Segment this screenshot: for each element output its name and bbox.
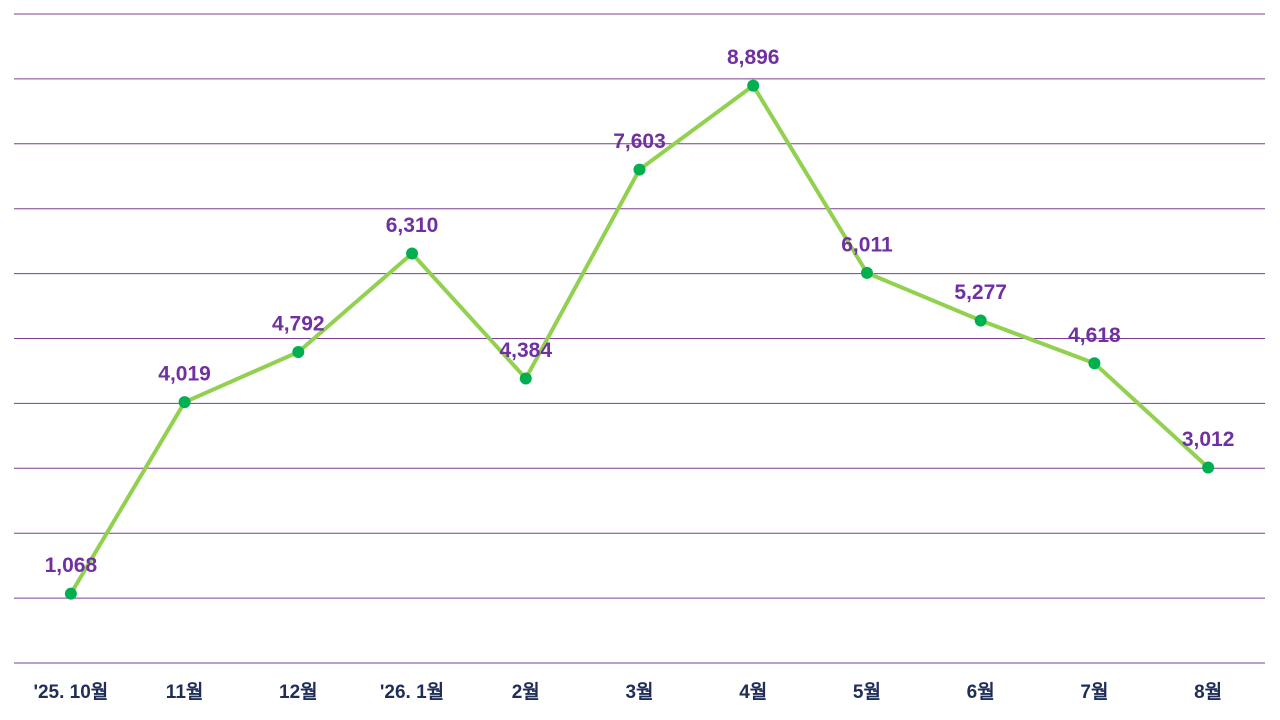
value-label: 8,896: [727, 46, 780, 69]
marker: [633, 163, 646, 176]
value-label: 4,792: [272, 313, 325, 336]
value-label: 7,603: [613, 130, 666, 153]
x-tick-label: 8월: [1194, 681, 1222, 703]
value-label: 1,068: [45, 554, 98, 577]
x-tick-label: 2월: [512, 681, 540, 703]
value-label: 6,310: [386, 214, 439, 237]
x-tick-label: 5월: [853, 681, 881, 703]
x-tick-label: 3월: [625, 681, 653, 703]
value-label: 5,277: [954, 281, 1007, 304]
marker: [747, 79, 760, 92]
x-tick-label: 7월: [1080, 681, 1108, 703]
marker: [974, 314, 987, 327]
marker: [1088, 357, 1101, 370]
value-label: 4,384: [499, 339, 552, 362]
marker: [406, 247, 419, 260]
marker: [1202, 461, 1215, 474]
marker: [519, 372, 532, 385]
x-tick-label: '25. 10월: [33, 681, 108, 703]
value-label: 6,011: [841, 233, 893, 256]
x-tick-label: '26. 1월: [380, 681, 444, 703]
marker: [292, 345, 305, 358]
x-tick-label: 6월: [967, 681, 995, 703]
value-label: 4,618: [1068, 324, 1121, 347]
marker: [860, 266, 873, 279]
marker: [178, 396, 191, 409]
x-tick-label: 12월: [279, 681, 318, 703]
value-label: 3,012: [1182, 428, 1235, 451]
value-label: 4,019: [158, 363, 211, 386]
x-tick-label: 11월: [166, 681, 204, 703]
x-tick-label: 4월: [739, 681, 767, 703]
line: [69, 83, 1210, 595]
marker: [64, 587, 77, 600]
